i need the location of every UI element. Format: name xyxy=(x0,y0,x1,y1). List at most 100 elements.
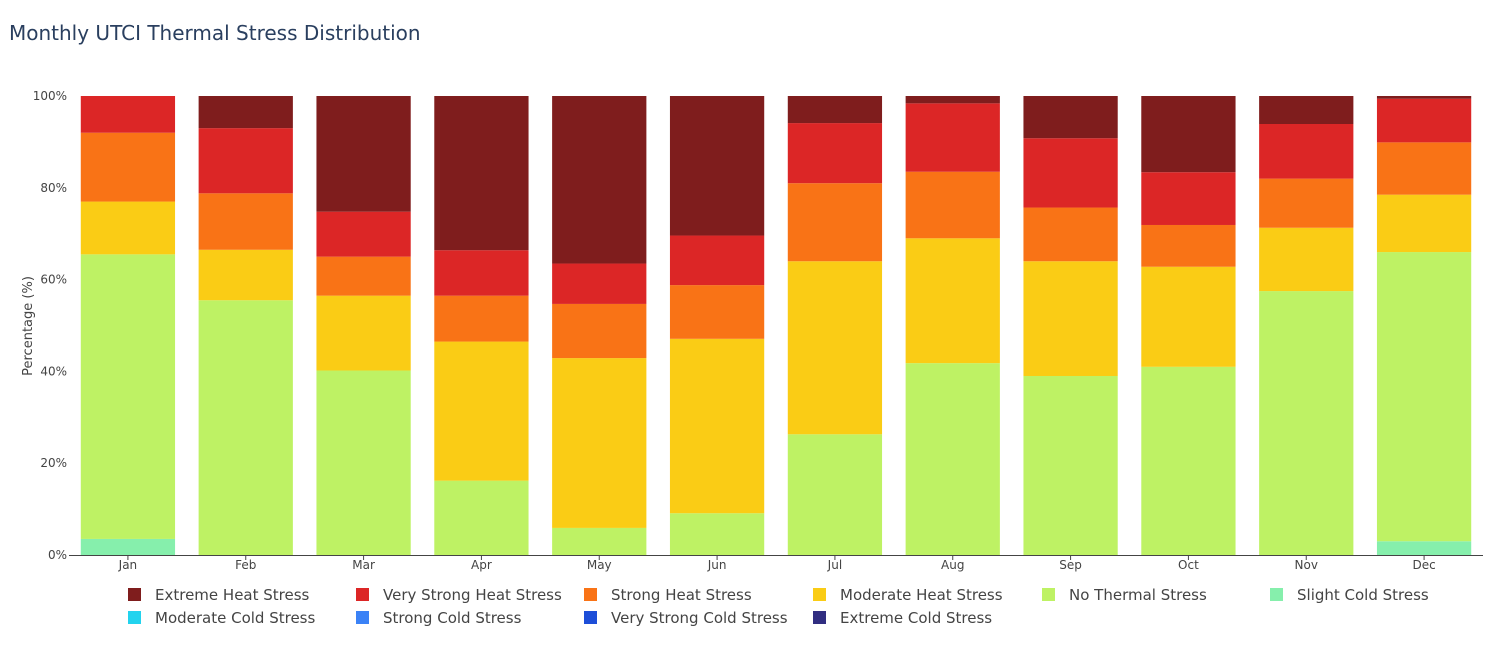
bar-segment[interactable] xyxy=(434,250,529,296)
legend-label[interactable]: Strong Heat Stress xyxy=(611,586,752,604)
bar-segment[interactable] xyxy=(80,132,176,202)
legend-label[interactable]: Moderate Heat Stress xyxy=(840,586,1003,604)
bar-segment[interactable] xyxy=(552,358,647,528)
bar-segment[interactable] xyxy=(1141,224,1236,267)
bar-segment[interactable] xyxy=(905,171,1000,239)
bar-segment[interactable] xyxy=(80,201,176,255)
bar-segment[interactable] xyxy=(1023,261,1118,376)
bar-segment[interactable] xyxy=(198,128,293,194)
bar-segment[interactable] xyxy=(1376,252,1472,542)
bar-segment[interactable] xyxy=(1141,266,1236,367)
bar-segment[interactable] xyxy=(669,96,765,236)
bar-segment[interactable] xyxy=(1023,138,1118,208)
y-tick-label: 40% xyxy=(40,364,67,378)
bar-segment[interactable] xyxy=(198,249,293,301)
bar-segment[interactable] xyxy=(316,295,411,371)
bar-segment[interactable] xyxy=(1259,178,1354,228)
bar-segment[interactable] xyxy=(1023,207,1118,262)
bar-segment[interactable] xyxy=(1023,375,1118,555)
y-tick-label: 80% xyxy=(40,181,67,195)
legend-swatch[interactable] xyxy=(356,588,369,601)
bar-segment[interactable] xyxy=(905,363,1000,555)
legend-swatch[interactable] xyxy=(584,588,597,601)
bar-segment[interactable] xyxy=(434,480,529,555)
x-tick-label: Aug xyxy=(941,558,964,572)
bar-segment[interactable] xyxy=(434,96,529,251)
bar-segment[interactable] xyxy=(1259,96,1354,124)
x-tick-label: Mar xyxy=(352,558,375,572)
bar-segment[interactable] xyxy=(552,96,647,264)
bar-segment[interactable] xyxy=(80,254,176,539)
legend-swatch[interactable] xyxy=(813,588,826,601)
bar-segment[interactable] xyxy=(316,370,411,555)
x-tick-label: Jan xyxy=(118,558,138,572)
legend-swatch[interactable] xyxy=(1042,588,1055,601)
chart-title: Monthly UTCI Thermal Stress Distribution xyxy=(9,21,421,45)
bar-segment[interactable] xyxy=(1141,366,1236,555)
bar-segment[interactable] xyxy=(198,300,293,555)
bar-segment[interactable] xyxy=(316,256,411,296)
legend-label[interactable]: Very Strong Heat Stress xyxy=(383,586,562,604)
x-tick-label: Jul xyxy=(827,558,842,572)
bar-segment[interactable] xyxy=(1376,98,1472,143)
legend-swatch[interactable] xyxy=(128,611,141,624)
bar-segment[interactable] xyxy=(198,96,293,129)
legend-swatch[interactable] xyxy=(1270,588,1283,601)
legend-swatch[interactable] xyxy=(813,611,826,624)
legend-label[interactable]: Extreme Heat Stress xyxy=(155,586,310,604)
bar-segment[interactable] xyxy=(669,285,765,339)
legend-label[interactable]: Moderate Cold Stress xyxy=(155,609,315,627)
bar-segment[interactable] xyxy=(552,263,647,304)
legend-label[interactable]: Slight Cold Stress xyxy=(1297,586,1429,604)
x-tick-label: Feb xyxy=(235,558,256,572)
bar-segment[interactable] xyxy=(552,527,647,555)
bar-segment[interactable] xyxy=(905,103,1000,172)
bar-segment[interactable] xyxy=(1376,194,1472,253)
y-axis: 0% 20% 40% 60% 80% 100% xyxy=(33,89,67,562)
bar-segment[interactable] xyxy=(80,96,176,133)
x-tick-label: May xyxy=(587,558,612,572)
bar-segment[interactable] xyxy=(316,211,411,257)
legend-label[interactable]: No Thermal Stress xyxy=(1069,586,1207,604)
bar-segment[interactable] xyxy=(316,96,411,212)
bar-segment[interactable] xyxy=(787,261,883,435)
x-tick-label: Dec xyxy=(1412,558,1435,572)
bar-segment[interactable] xyxy=(1259,123,1354,179)
bar-segment[interactable] xyxy=(1376,541,1472,555)
bar-segment[interactable] xyxy=(1376,96,1472,99)
bar-segment[interactable] xyxy=(1141,172,1236,225)
bar-segment[interactable] xyxy=(1259,291,1354,555)
bar-segment[interactable] xyxy=(1023,96,1118,139)
bar-segment[interactable] xyxy=(669,513,765,555)
bar-segment[interactable] xyxy=(787,96,883,124)
bar-segment[interactable] xyxy=(80,538,176,555)
x-axis: Jan Feb Mar Apr May Jun Jul Aug Sep Oct Nov Dec xyxy=(69,555,1483,572)
bar-segment[interactable] xyxy=(669,235,765,286)
legend-label[interactable]: Extreme Cold Stress xyxy=(840,609,992,627)
bar-segment[interactable] xyxy=(434,341,529,481)
x-tick-label: Jun xyxy=(707,558,727,572)
bar-segment[interactable] xyxy=(552,303,647,359)
y-axis-title: Percentage (%) xyxy=(21,276,36,376)
bar-segment[interactable] xyxy=(787,183,883,262)
legend: Extreme Heat Stress Very Strong Heat Stre… xyxy=(128,586,1429,627)
x-tick-label: Apr xyxy=(471,558,492,572)
legend-swatch[interactable] xyxy=(356,611,369,624)
legend-label[interactable]: Very Strong Cold Stress xyxy=(611,609,788,627)
bar-segment[interactable] xyxy=(905,96,1000,104)
bar-segment[interactable] xyxy=(787,123,883,184)
y-tick-label: 0% xyxy=(48,548,67,562)
legend-swatch[interactable] xyxy=(584,611,597,624)
bar-segment[interactable] xyxy=(1141,96,1236,173)
bar-segment[interactable] xyxy=(787,434,883,555)
bar-segment[interactable] xyxy=(1259,227,1354,292)
legend-label[interactable]: Strong Cold Stress xyxy=(383,609,522,627)
x-tick-label: Sep xyxy=(1059,558,1082,572)
bar-segment[interactable] xyxy=(669,338,765,514)
bar-segment[interactable] xyxy=(434,295,529,342)
bar-segment[interactable] xyxy=(1376,142,1472,195)
bar-segment[interactable] xyxy=(198,193,293,250)
bar-segment[interactable] xyxy=(905,238,1000,364)
legend-swatch[interactable] xyxy=(128,588,141,601)
